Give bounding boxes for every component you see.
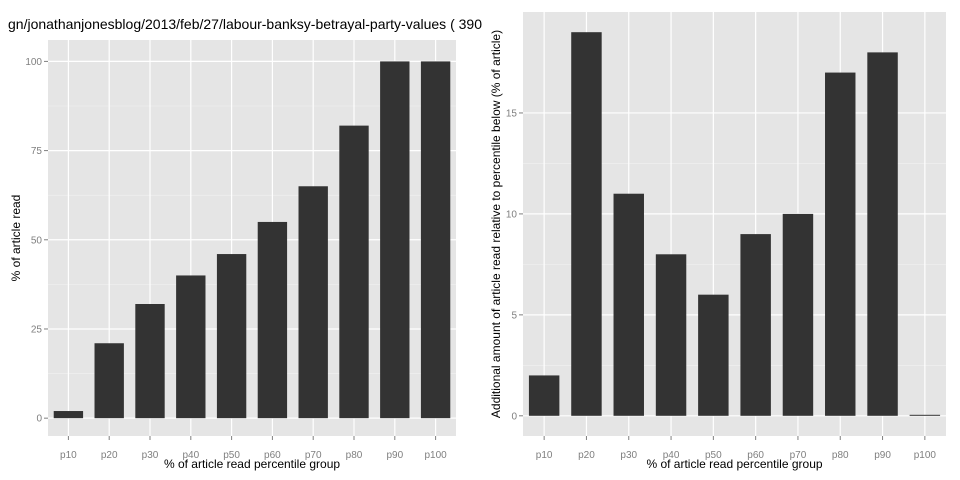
x-tick-label: p10	[536, 450, 553, 461]
x-tick-label: p20	[101, 450, 118, 461]
y-tick-label: 15	[506, 108, 518, 119]
x-tick-label: p100	[914, 450, 937, 461]
bar-p100	[909, 414, 941, 416]
bar-p10	[528, 375, 560, 416]
x-tick-label: p40	[182, 450, 199, 461]
bar-p50	[698, 294, 729, 416]
bar-p60	[257, 221, 288, 419]
x-tick-label: p30	[142, 450, 159, 461]
right-chart: 0 5 10 15 p10 p20 p30 p40 p50 p60 p70 p80 p90 p100 % o…	[489, 12, 946, 471]
bar-p40	[655, 254, 687, 416]
bar-p100	[420, 61, 451, 419]
y-tick-label: 75	[31, 146, 43, 157]
bar-p80	[825, 72, 856, 416]
bar-p90	[380, 61, 410, 419]
y-tick-label: 50	[31, 235, 43, 246]
bar-p60	[740, 234, 771, 416]
bar-p40	[176, 275, 206, 419]
chart-title: gn/jonathanjonesblog/2013/feb/27/labour-…	[8, 16, 482, 32]
y-tick-label: 0	[36, 414, 42, 425]
x-tick-label: p90	[386, 450, 403, 461]
x-axis-title: % of article read percentile group	[646, 457, 822, 471]
x-tick-label: p90	[874, 450, 891, 461]
bar-p50	[216, 254, 247, 419]
bar-p70	[298, 186, 328, 419]
bar-p80	[339, 125, 369, 419]
left-chart: 0 25 50 75 100 p10 p20 p30 p40 p50 p60 p70 p80 p90 p10…	[9, 40, 456, 471]
x-tick-label: p100	[424, 450, 447, 461]
y-tick-label: 25	[31, 324, 43, 335]
y-tick-label: 5	[511, 310, 517, 321]
y-axis-title: % of article read	[9, 195, 23, 282]
bar-p30	[613, 193, 644, 416]
y-tick-label: 10	[506, 209, 518, 220]
bar-p70	[782, 213, 814, 416]
x-tick-label: p70	[305, 450, 322, 461]
x-tick-label: p60	[264, 450, 281, 461]
y-tick-label: 100	[25, 57, 42, 68]
x-tick-label: p60	[747, 450, 764, 461]
x-axis-title: % of article read percentile group	[164, 457, 340, 471]
x-tick-label: p50	[223, 450, 240, 461]
x-tick-label: p30	[620, 450, 637, 461]
bar-p20	[94, 343, 124, 419]
y-tick-label: 0	[511, 411, 517, 422]
bar-p30	[135, 304, 165, 419]
x-tick-label: p20	[578, 450, 595, 461]
bar-p90	[867, 52, 898, 416]
x-tick-label: p40	[663, 450, 680, 461]
bar-p20	[571, 32, 602, 416]
bar-p10	[53, 411, 84, 419]
x-tick-label: p70	[790, 450, 807, 461]
x-tick-label: p10	[60, 450, 77, 461]
y-axis-title: Additional amount of article read relati…	[489, 30, 503, 418]
x-tick-label: p80	[346, 450, 363, 461]
x-tick-label: p50	[705, 450, 722, 461]
x-tick-label: p80	[832, 450, 849, 461]
